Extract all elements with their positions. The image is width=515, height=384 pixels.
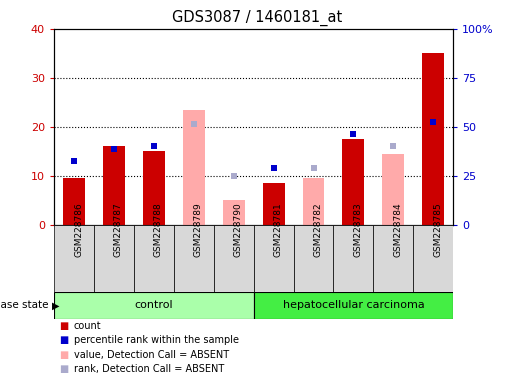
Text: GSM228788: GSM228788 [154, 203, 163, 257]
Text: GSM228787: GSM228787 [114, 203, 123, 257]
Text: GSM228789: GSM228789 [194, 203, 203, 257]
Bar [422, 53, 444, 225]
Bar [253, 225, 294, 292]
Text: percentile rank within the sample: percentile rank within the sample [74, 335, 238, 345]
Text: GSM228784: GSM228784 [393, 203, 402, 257]
Bar [103, 146, 125, 225]
Bar [174, 225, 214, 292]
Bar [54, 225, 94, 292]
Bar [214, 225, 253, 292]
Text: GSM228790: GSM228790 [234, 203, 243, 257]
Bar [294, 225, 334, 292]
Text: control: control [134, 300, 173, 310]
Text: GSM228786: GSM228786 [74, 203, 83, 257]
Text: ■: ■ [59, 321, 68, 331]
Bar [134, 225, 174, 292]
Text: ■: ■ [59, 350, 68, 360]
Text: GSM228785: GSM228785 [433, 203, 442, 257]
Bar [222, 200, 245, 225]
Bar [302, 178, 324, 225]
Text: rank, Detection Call = ABSENT: rank, Detection Call = ABSENT [74, 364, 224, 374]
Bar [143, 151, 165, 225]
Bar [263, 183, 285, 225]
Text: GSM228782: GSM228782 [314, 203, 322, 257]
Bar [63, 178, 85, 225]
Bar [382, 154, 404, 225]
Bar [373, 225, 413, 292]
Text: ■: ■ [59, 335, 68, 345]
Text: disease state: disease state [0, 300, 52, 310]
Bar [413, 225, 453, 292]
Text: GSM228783: GSM228783 [353, 203, 363, 257]
Text: count: count [74, 321, 101, 331]
Bar [54, 292, 253, 319]
Text: GDS3087 / 1460181_at: GDS3087 / 1460181_at [173, 10, 342, 26]
Bar [253, 292, 453, 319]
Text: ■: ■ [59, 364, 68, 374]
Bar [342, 139, 365, 225]
Text: hepatocellular carcinoma: hepatocellular carcinoma [283, 300, 424, 310]
Text: value, Detection Call = ABSENT: value, Detection Call = ABSENT [74, 350, 229, 360]
Bar [334, 225, 373, 292]
Bar [94, 225, 134, 292]
Text: GSM228781: GSM228781 [273, 203, 283, 257]
Bar [183, 109, 205, 225]
Text: ▶: ▶ [52, 300, 59, 310]
